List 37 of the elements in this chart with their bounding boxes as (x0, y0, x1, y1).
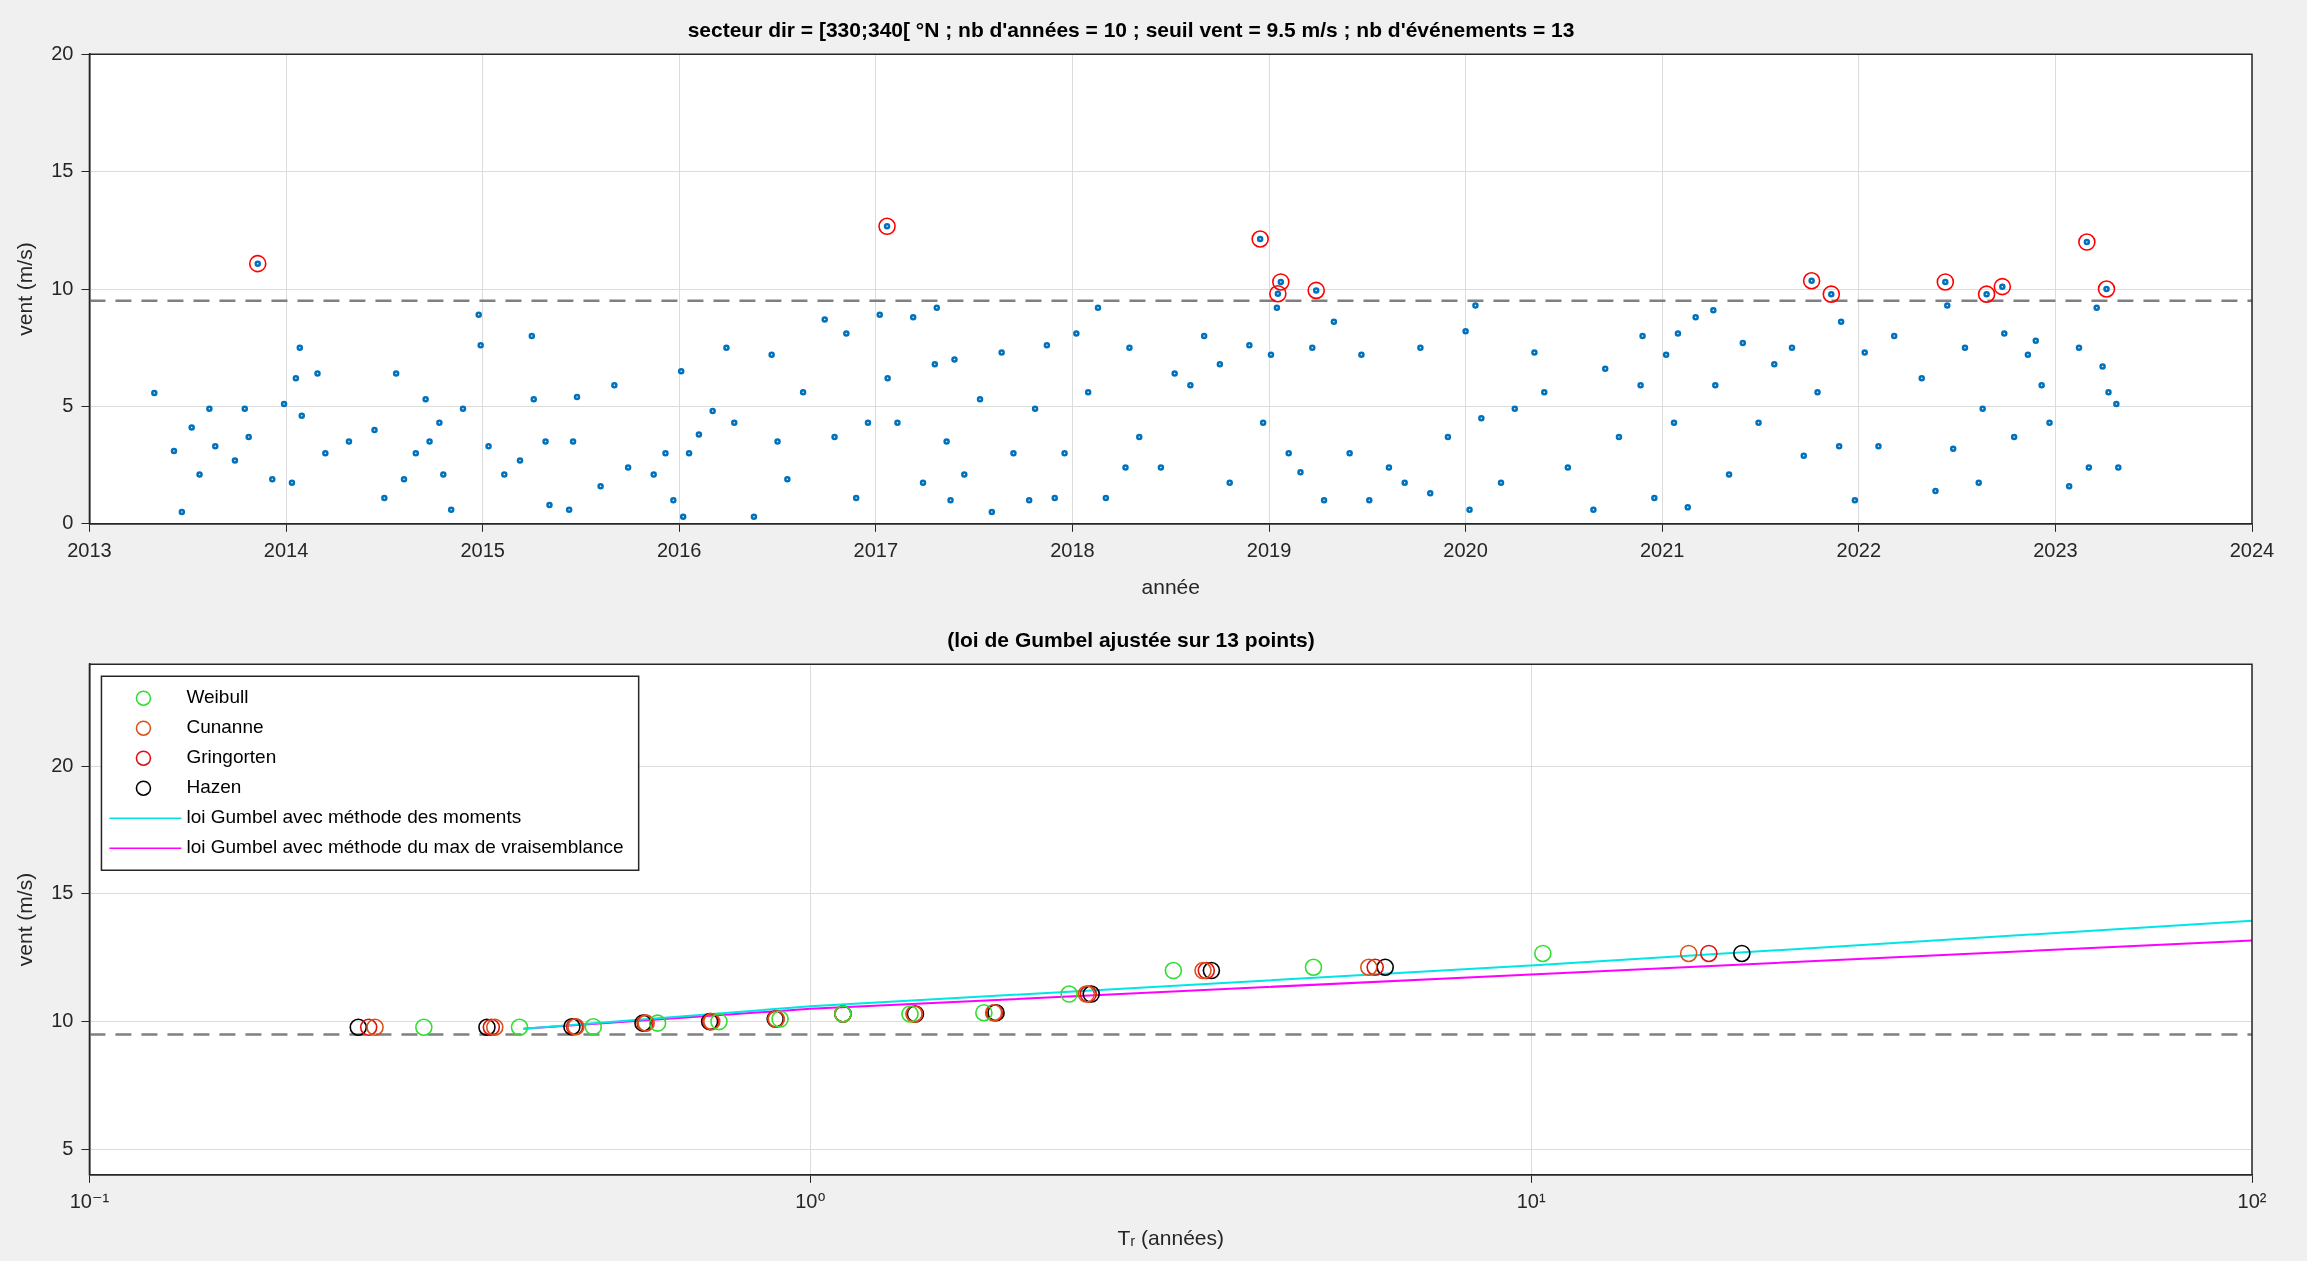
x-tick-label: 2017 (853, 539, 899, 562)
x-tick-label: 2016 (656, 539, 702, 562)
x-tick-label: 2021 (1639, 539, 1685, 562)
y-tick-label: 5 (62, 1136, 74, 1159)
x-tick-label: 10² (2237, 1190, 2267, 1213)
x-tick-label: 10¹ (1516, 1190, 1546, 1213)
legend-label: Cunanne (186, 716, 264, 738)
y-axis-title: vent (m/s) (13, 242, 37, 336)
x-tick-label: 2014 (263, 539, 309, 562)
y-tick-label: 15 (51, 159, 74, 182)
y-tick-label: 5 (62, 393, 74, 416)
x-tick-label: 10⁰ (795, 1190, 826, 1213)
y-axis-title: vent (m/s) (13, 872, 37, 967)
x-tick-label: 2018 (1050, 539, 1095, 562)
y-tick-label: 15 (51, 881, 74, 904)
legend-label: loi Gumbel avec méthode des moments (186, 806, 522, 828)
y-tick-label: 0 (62, 511, 74, 534)
y-tick-label: 20 (51, 41, 74, 64)
y-tick-label: 10 (51, 1009, 74, 1032)
y-tick-label: 10 (51, 276, 74, 299)
y-tick-label: 20 (51, 753, 74, 776)
x-tick-label: 2019 (1246, 539, 1292, 562)
x-tick-label: 10⁻¹ (69, 1190, 110, 1213)
x-tick-label: 2022 (1836, 539, 1882, 562)
x-tick-label: 2020 (1443, 539, 1488, 562)
legend-label: loi Gumbel avec méthode du max de vraisemblance (186, 836, 624, 858)
x-tick-label: 2015 (460, 539, 505, 562)
x-axis-title: Tᵣ (années) (1117, 1226, 1225, 1250)
legend-label: Hazen (186, 776, 242, 798)
chart-title: secteur dir = [330;340[ °N ; nb d'années = 10 ; seuil vent = 9.5 m/s ; nb d'événements = 13 (687, 18, 1575, 42)
x-tick-label: 2023 (2033, 539, 2078, 562)
chart-title: (loi de Gumbel ajustée sur 13 points) (947, 628, 1315, 652)
x-tick-label: 2013 (67, 539, 112, 562)
x-tick-label: 2024 (2229, 539, 2275, 562)
x-axis-title: année (1141, 575, 1200, 599)
legend-label: Weibull (186, 686, 249, 708)
legend-label: Gringorten (186, 746, 277, 768)
